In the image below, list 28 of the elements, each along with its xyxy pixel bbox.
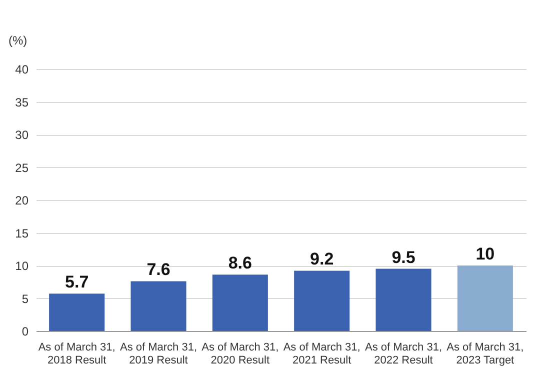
data-label: 9.5 — [392, 248, 416, 267]
x-tick-label: As of March 31, 2023 Target — [446, 342, 524, 366]
y-tick-label: 15 — [15, 226, 29, 240]
data-label: 9.2 — [310, 250, 334, 269]
bar — [457, 266, 513, 331]
x-tick-label: As of March 31, 2020 Result — [202, 342, 279, 366]
x-tick-label: As of March 31, 2019 Result — [120, 342, 198, 366]
x-tick-label: As of March 31, 2022 Result — [364, 342, 442, 366]
data-label: 8.6 — [228, 254, 252, 273]
y-tick-label: 0 — [22, 324, 29, 338]
y-tick-label: 10 — [15, 259, 29, 273]
data-label: 10 — [476, 244, 495, 264]
y-tick-label: 5 — [22, 292, 29, 306]
y-tick-label: 35 — [15, 95, 29, 110]
bar — [212, 274, 268, 331]
y-tick-label: 25 — [15, 160, 29, 175]
bar — [49, 294, 105, 331]
x-tick-label: As of March 31, 2021 Result — [283, 342, 360, 366]
bar — [130, 281, 186, 331]
bar — [294, 270, 350, 331]
y-tick-label: 40 — [15, 62, 29, 76]
y-axis-title: (%) — [8, 34, 28, 48]
data-label: 5.7 — [65, 272, 89, 292]
bar — [376, 268, 432, 331]
y-tick-label: 20 — [15, 194, 29, 208]
y-tick-label: 30 — [15, 128, 29, 142]
x-tick-label: As of March 31, 2018 Result — [38, 342, 116, 366]
data-label: 7.6 — [146, 260, 170, 280]
